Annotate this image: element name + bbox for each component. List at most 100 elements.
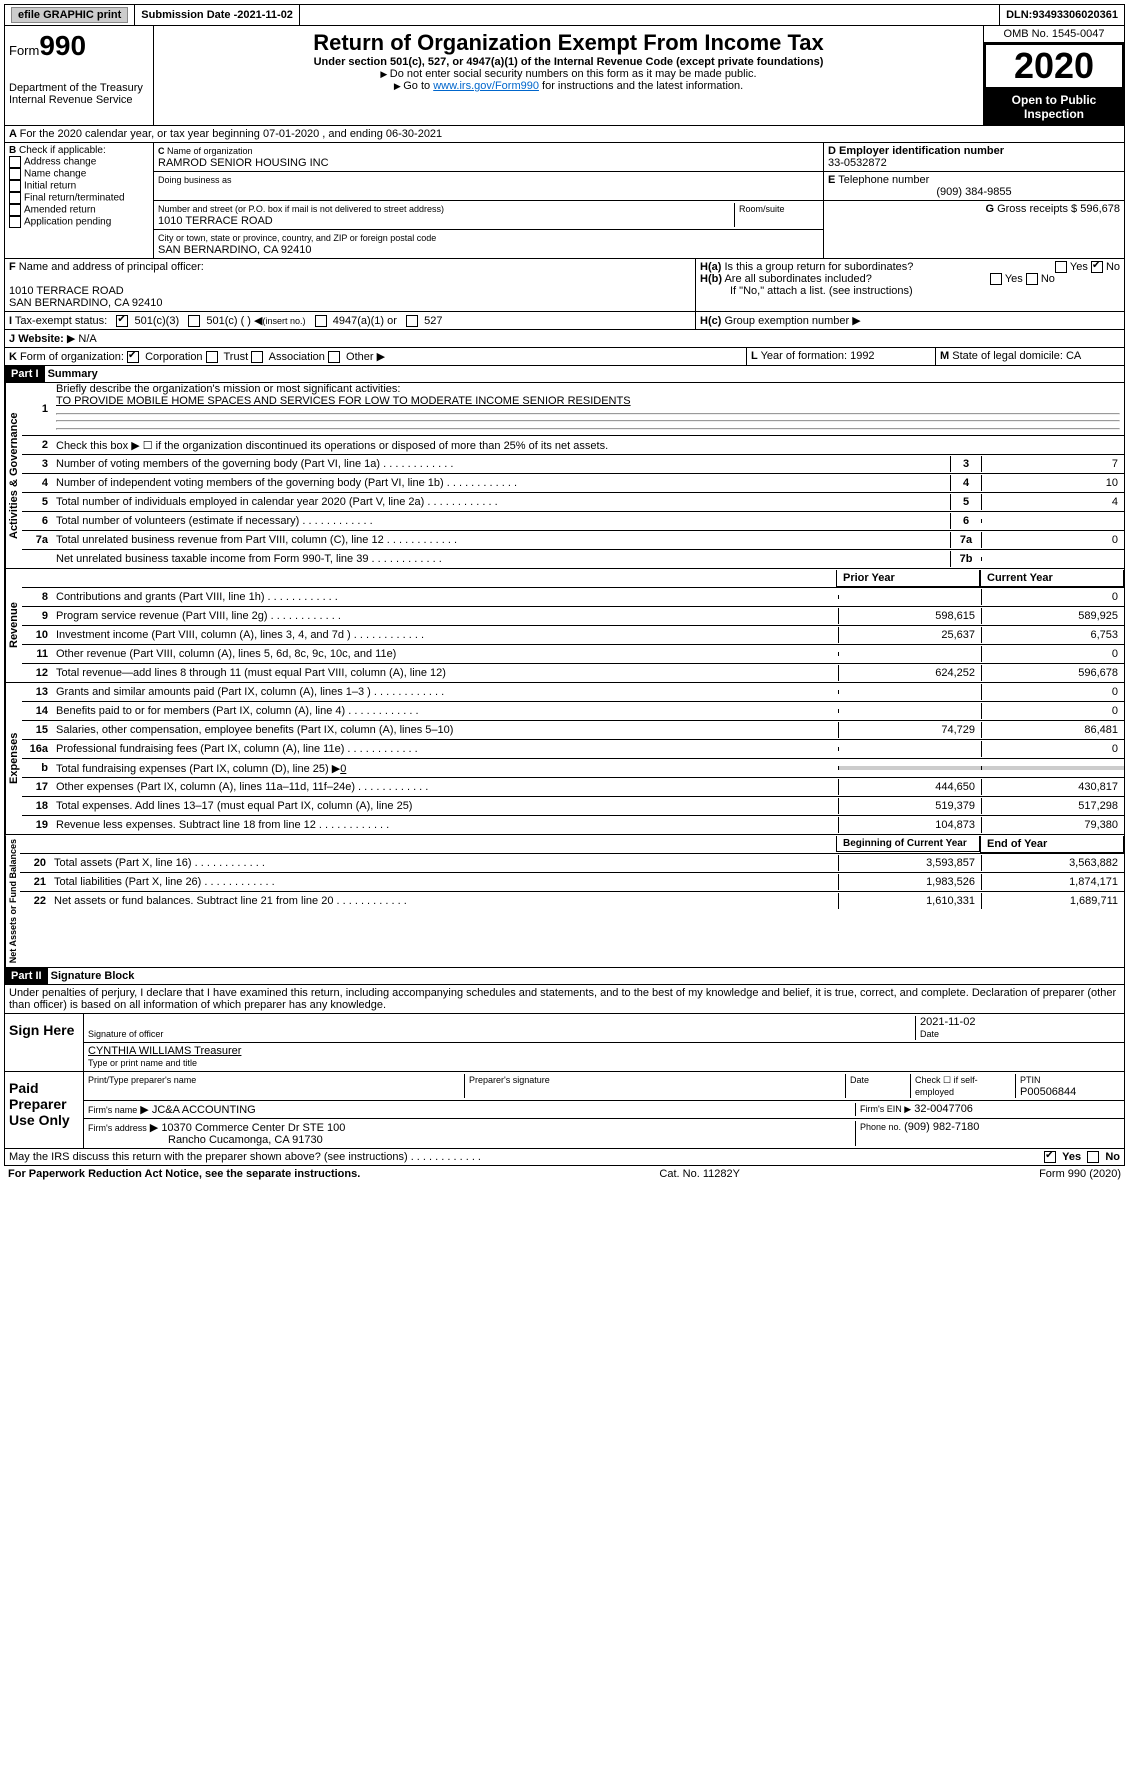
part2-title: Signature Block [51,970,135,982]
sub1: Under section 501(c), 527, or 4947(a)(1)… [314,56,824,68]
v6 [981,519,1124,523]
hc-pre: If "No," attach a list. (see instruction… [700,285,1120,297]
discuss: May the IRS discuss this return with the… [9,1151,481,1163]
dln: 93493306020361 [1032,9,1118,21]
l5: Total number of individuals employed in … [52,496,950,508]
cb-trust[interactable] [206,351,218,363]
form-footer: Form 990 (2020) [1039,1168,1121,1180]
firm-addr: 10370 Commerce Center Dr STE 100 [161,1122,345,1134]
l1v: TO PROVIDE MOBILE HOME SPACES AND SERVIC… [56,395,631,407]
year-formed: 1992 [850,350,874,362]
cb-name[interactable] [9,168,21,180]
l7a: Total unrelated business revenue from Pa… [52,534,950,546]
prior-hdr: Prior Year [836,570,980,587]
l6: Total number of volunteers (estimate if … [52,515,950,527]
firm-name: JC&A ACCOUNTING [152,1104,256,1116]
cb-other[interactable] [328,351,340,363]
ein: 33-0532872 [828,157,887,169]
dln-lbl: DLN: [1006,9,1032,21]
ha-yes[interactable] [1055,261,1067,273]
l4: Number of independent voting members of … [52,477,950,489]
k-lbl: Form of organization: [20,351,124,363]
website: N/A [78,333,96,345]
hc: Group exemption number [724,315,849,327]
org-name: RAMROD SENIOR HOUSING INC [158,157,329,169]
addr-lbl: Number and street (or P.O. box if mail i… [158,204,444,214]
j-lbl: Website: [18,333,64,345]
v5: 4 [981,494,1124,510]
city-lbl: City or town, state or province, country… [158,233,436,243]
f-addr2: SAN BERNARDINO, CA 92410 [9,297,162,309]
discuss-no[interactable] [1087,1151,1099,1163]
f-lbl: Name and address of principal officer: [19,261,204,273]
ha: Is this a group return for subordinates? [724,261,913,273]
cb-4947[interactable] [315,315,327,327]
part1-hdr: Part I [5,366,45,382]
subdate: 2021-11-02 [237,9,293,21]
dba-lbl: Doing business as [158,175,232,185]
m-lbl: State of legal domicile: [952,350,1063,362]
omb: OMB No. 1545-0047 [984,26,1124,43]
v3: 7 [981,456,1124,472]
sub3-post: for instructions and the latest informat… [539,80,743,92]
b-lbl: Check if applicable: [19,145,106,156]
line-a: For the 2020 calendar year, or tax year … [20,128,443,140]
cb-initial[interactable] [9,180,21,192]
cb-address[interactable] [9,156,21,168]
phone: (909) 384-9855 [828,186,1120,198]
sign-here: Sign Here [5,1014,84,1071]
v4: 10 [981,475,1124,491]
cb-final[interactable] [9,192,21,204]
l2: Check this box ▶ ☐ if the organization d… [52,439,1124,452]
part2-hdr: Part II [5,968,48,984]
firm-phone: (909) 982-7180 [904,1121,979,1133]
org-addr: 1010 TERRACE ROAD [158,215,273,227]
cat-no: Cat. No. 11282Y [659,1168,740,1180]
form-header: Form990 Department of the Treasury Inter… [4,26,1125,126]
l7b: Net unrelated business taxable income fr… [52,553,950,565]
cb-assoc[interactable] [251,351,263,363]
cb-corp[interactable] [127,351,139,363]
top-bar: efile GRAPHIC print Submission Date - 20… [4,4,1125,26]
i-lbl: Tax-exempt status: [15,315,107,327]
firm-ein: 32-0047706 [914,1103,973,1115]
l1: Briefly describe the organization's miss… [56,383,400,395]
subdate-lbl: Submission Date - [141,9,237,21]
form-num: 990 [39,30,86,61]
cb-amended[interactable] [9,204,21,216]
officer-name: CYNTHIA WILLIAMS Treasurer [88,1045,241,1057]
org-city: SAN BERNARDINO, CA 92410 [158,244,311,256]
ha-no[interactable] [1091,261,1103,273]
gross-receipts: 596,678 [1080,203,1120,215]
cb-501c3[interactable] [116,315,128,327]
vlab-expenses: Expenses [5,683,22,834]
current-hdr: Current Year [980,570,1124,587]
ptin: P00506844 [1020,1086,1076,1098]
vlab-net: Net Assets or Fund Balances [5,835,20,967]
cb-527[interactable] [406,315,418,327]
c-name-lbl: Name of organization [167,146,253,156]
hb-yes[interactable] [990,273,1002,285]
discuss-yes[interactable] [1044,1151,1056,1163]
v7a: 0 [981,532,1124,548]
l3: Number of voting members of the governin… [52,458,950,470]
v7b [981,557,1124,561]
open-inspection: Open to Public Inspection [984,89,1124,125]
paperwork: For Paperwork Reduction Act Notice, see … [8,1168,360,1180]
cb-501c[interactable] [188,315,200,327]
hb: Are all subordinates included? [724,273,871,285]
l-lbl: Year of formation: [761,350,847,362]
form990-link[interactable]: www.irs.gov/Form990 [433,80,539,92]
dept: Department of the Treasury Internal Reve… [9,82,149,106]
cb-pending[interactable] [9,216,21,228]
f-addr1: 1010 TERRACE ROAD [9,285,124,297]
hb-no[interactable] [1026,273,1038,285]
d-lbl: Employer identification number [839,145,1004,157]
paid-preparer: Paid Preparer Use Only [5,1072,84,1148]
vlab-revenue: Revenue [5,569,22,682]
efile-btn[interactable]: efile GRAPHIC print [11,7,128,23]
e-lbl: Telephone number [838,174,929,186]
form-title: Return of Organization Exempt From Incom… [158,30,979,56]
domicile: CA [1066,350,1081,362]
g-lbl: Gross receipts $ [997,203,1077,215]
